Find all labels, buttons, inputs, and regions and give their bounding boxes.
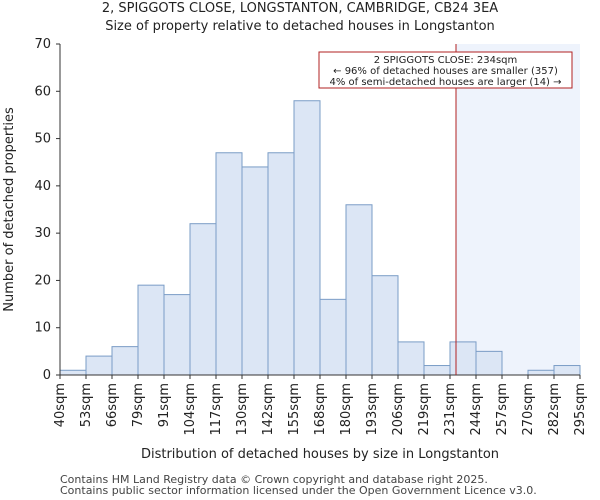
y-axis-label: Number of detached properties [2, 107, 17, 312]
x-tick-label: 104sqm [183, 383, 198, 436]
y-tick-label: 40 [34, 179, 51, 194]
x-tick-label: 257sqm [495, 383, 510, 436]
histogram-bar [241, 166, 269, 376]
x-tick-label: 270sqm [521, 383, 536, 436]
x-tick-label: 130sqm [235, 383, 250, 436]
y-tick-label: 20 [34, 273, 51, 288]
histogram-bar [423, 365, 451, 376]
x-tick-label: 53sqm [79, 383, 94, 427]
y-tick-label: 30 [34, 226, 51, 241]
x-tick-label: 206sqm [391, 383, 406, 436]
x-tick-label: 66sqm [105, 383, 120, 427]
histogram-bar [267, 152, 295, 376]
x-tick-label: 142sqm [261, 383, 276, 436]
footer-licence: Contains public sector information licen… [60, 484, 537, 497]
y-tick-label: 0 [43, 368, 51, 383]
footer-copyright: Contains HM Land Registry data © Crown c… [60, 473, 488, 486]
histogram-bar [111, 346, 139, 376]
x-axis-label: Distribution of detached houses by size … [141, 447, 499, 462]
highlight-region [456, 44, 580, 375]
y-tick-label: 50 [34, 132, 51, 147]
annotation-line: 4% of semi-detached houses are larger (1… [329, 77, 561, 88]
histogram-bar [215, 152, 243, 376]
histogram-bar [371, 275, 399, 376]
x-tick-label: 155sqm [287, 383, 302, 436]
x-tick-label: 79sqm [131, 383, 146, 427]
x-tick-label: 219sqm [417, 383, 432, 436]
annotation-line: ← 96% of detached houses are smaller (35… [333, 66, 558, 77]
x-tick-label: 117sqm [209, 383, 224, 436]
annotation-line: 2 SPIGGOTS CLOSE: 234sqm [374, 55, 518, 66]
x-tick-label: 40sqm [53, 383, 68, 427]
annotation-box [318, 51, 573, 89]
histogram-bar [189, 223, 217, 376]
x-tick-label: 168sqm [313, 383, 328, 436]
y-tick-label: 10 [34, 321, 51, 336]
histogram-bar [449, 341, 477, 376]
x-tick-label: 295sqm [573, 383, 588, 436]
histogram-bar [553, 365, 581, 376]
x-tick-label: 193sqm [365, 383, 380, 436]
histogram-bar [163, 294, 191, 376]
histogram-bar [293, 100, 321, 376]
histogram-bar [59, 369, 87, 376]
chart-subtitle: Size of property relative to detached ho… [105, 19, 495, 34]
x-tick-label: 91sqm [157, 383, 172, 427]
histogram-bar [397, 341, 425, 376]
x-tick-label: 282sqm [547, 383, 562, 436]
histogram-bar [345, 204, 373, 376]
histogram-bar [527, 369, 555, 376]
histogram-bar [137, 284, 165, 376]
y-tick-label: 70 [34, 37, 51, 52]
x-tick-label: 244sqm [469, 383, 484, 436]
chart-title: 2, SPIGGOTS CLOSE, LONGSTANTON, CAMBRIDG… [101, 1, 499, 16]
y-tick-label: 60 [34, 84, 51, 99]
x-tick-label: 180sqm [339, 383, 354, 436]
x-tick-label: 231sqm [443, 383, 458, 436]
histogram-bar [319, 298, 347, 376]
histogram-bar [475, 350, 503, 376]
histogram-bar [85, 355, 113, 376]
